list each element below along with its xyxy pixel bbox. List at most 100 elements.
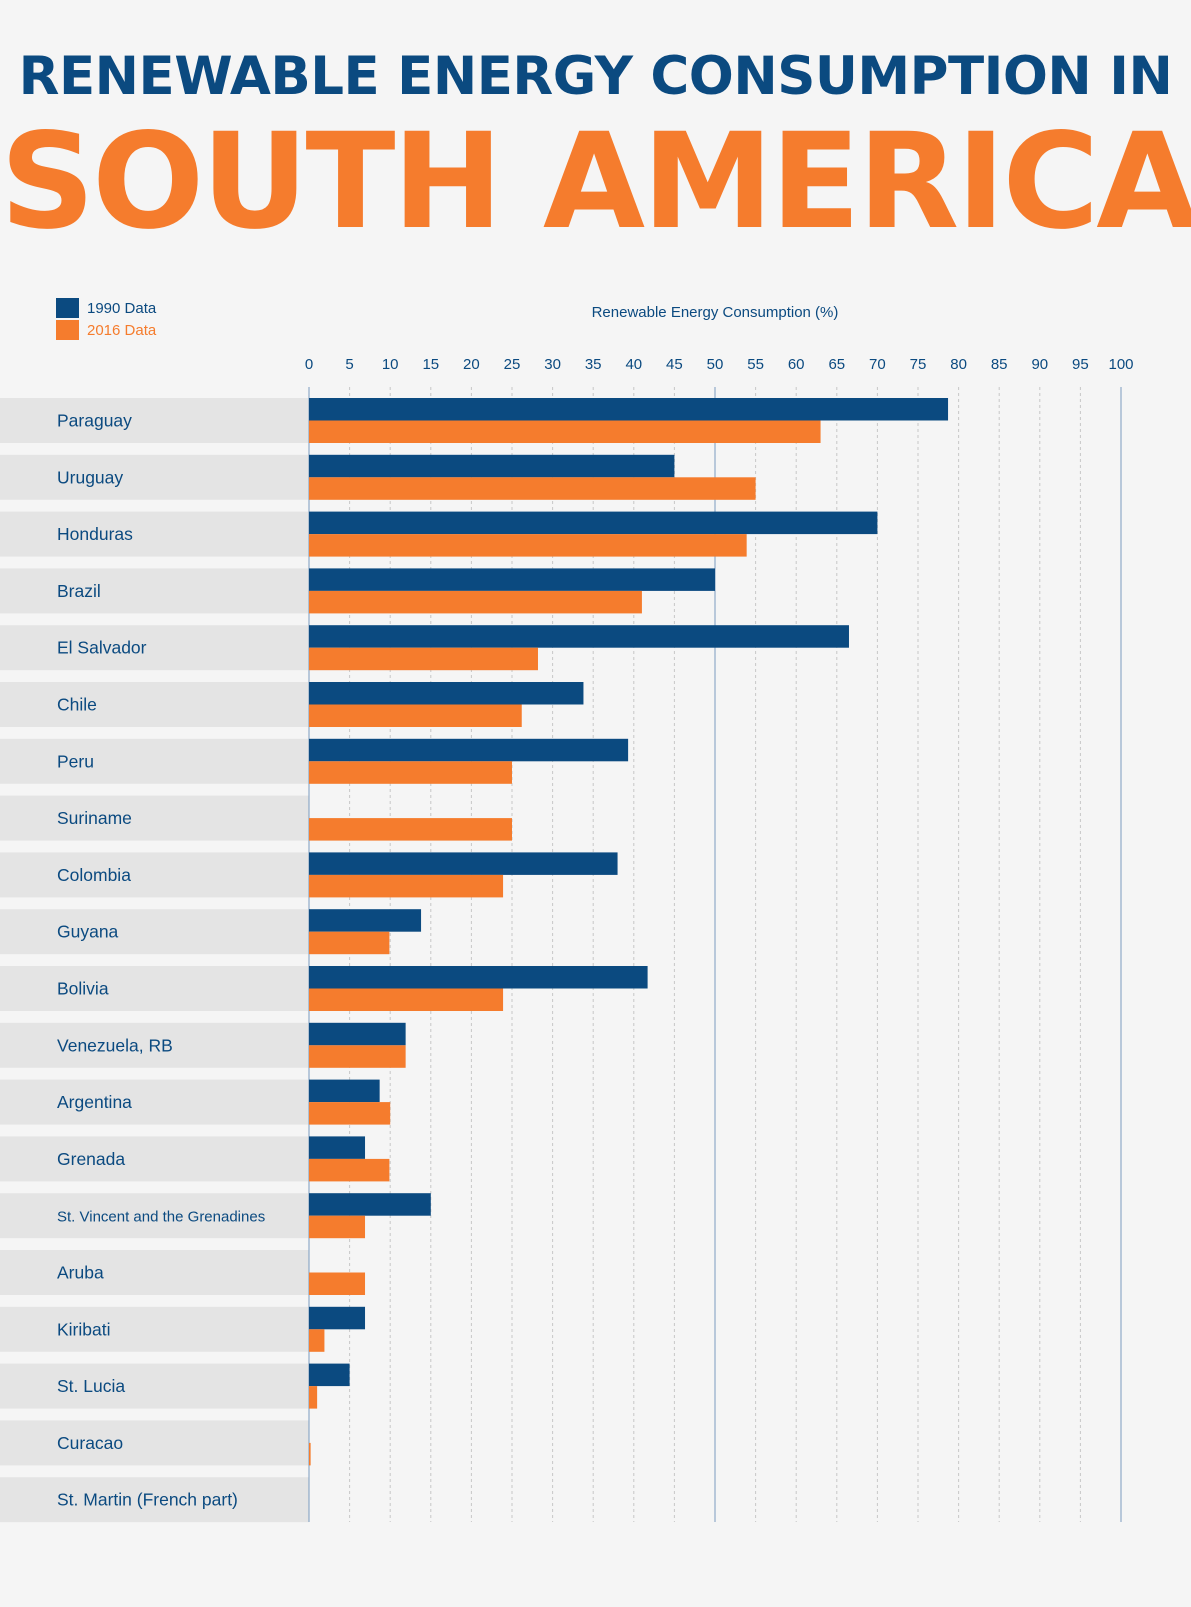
legend-item-1990: 1990 Data [56, 298, 156, 318]
bar-1990-grenada [309, 1136, 366, 1159]
row-band-brazil [0, 568, 309, 614]
category-label: Peru [57, 751, 94, 771]
category-label: Aruba [57, 1263, 104, 1283]
row-band-uruguay [0, 454, 309, 500]
bar-1990-brazil [309, 568, 715, 591]
row-band-chile [0, 682, 309, 727]
bar-2016-argentina [309, 1102, 391, 1125]
x-tick-label: 80 [950, 356, 967, 373]
title-line-1: RENEWABLE ENERGY CONSUMPTION IN [18, 46, 1173, 107]
bar-2016-peru [309, 761, 512, 784]
x-tick-label: 20 [463, 356, 480, 373]
category-label: St. Lucia [57, 1376, 125, 1396]
x-tick-label: 5 [345, 356, 353, 373]
category-label: Kiribati [57, 1319, 111, 1339]
x-tick-label: 70 [869, 356, 886, 373]
category-label: Curacao [57, 1433, 123, 1453]
legend-label-2016: 2016 Data [87, 321, 157, 339]
x-tick-label: 85 [991, 356, 1008, 373]
bar-1990-uruguay [309, 454, 675, 478]
row-band-suriname [0, 795, 309, 841]
bar-2016-curacao [309, 1442, 311, 1466]
x-tick-label: 75 [910, 356, 927, 373]
category-label: Paraguay [57, 411, 132, 431]
bar-2016-venezuela-rb [309, 1045, 406, 1068]
title-line-2: SOUTH AMERICA [0, 105, 1191, 259]
category-label: St. Vincent and the Grenadines [57, 1209, 265, 1226]
legend-item-2016: 2016 Data [56, 320, 156, 340]
bar-1990-bolivia [309, 966, 648, 989]
x-tick-label: 65 [828, 356, 845, 373]
row-band-colombia [0, 852, 309, 898]
bar-2016-el-salvador [309, 647, 538, 671]
bar-1990-chile [309, 682, 584, 705]
row-band-venezuela-rb [0, 1022, 309, 1068]
category-label: Colombia [57, 865, 131, 885]
legend-swatch-1990 [56, 298, 79, 318]
bar-2016-uruguay [309, 477, 756, 500]
bar-2016-st-vincent-and-the-grenadines [309, 1215, 366, 1239]
category-label: Bolivia [57, 979, 109, 999]
bar-2016-guyana [309, 931, 390, 955]
bar-2016-kiribati [309, 1329, 325, 1352]
bar-1990-paraguay [309, 398, 949, 421]
row-band-peru [0, 738, 309, 784]
row-band-st-martin-french-part- [0, 1477, 309, 1523]
row-band-bolivia [0, 966, 309, 1011]
bar-1990-argentina [309, 1079, 380, 1103]
category-label: Chile [57, 695, 97, 715]
row-band-grenada [0, 1136, 309, 1182]
bar-1990-st-vincent-and-the-grenadines [309, 1193, 431, 1216]
bar-2016-colombia [309, 874, 504, 898]
bar-2016-bolivia [309, 988, 504, 1011]
x-tick-label: 30 [544, 356, 561, 373]
legend-swatch-2016 [56, 320, 79, 340]
bar-2016-chile [309, 704, 522, 727]
bar-1990-guyana [309, 909, 422, 932]
row-band-aruba [0, 1250, 309, 1295]
x-tick-label: 35 [585, 356, 602, 373]
x-tick-label: 50 [707, 356, 724, 373]
bar-1990-peru [309, 738, 629, 762]
x-tick-label: 60 [788, 356, 805, 373]
x-tick-label: 55 [747, 356, 764, 373]
x-tick-label: 95 [1072, 356, 1089, 373]
x-tick-label: 0 [305, 356, 313, 373]
bar-1990-st-lucia [309, 1363, 350, 1387]
category-label: Argentina [57, 1092, 132, 1112]
row-band-argentina [0, 1079, 309, 1125]
bar-2016-paraguay [309, 420, 821, 443]
x-axis-title: Renewable Energy Consumption (%) [591, 304, 839, 321]
category-label: Uruguay [57, 467, 123, 487]
bar-1990-colombia [309, 852, 618, 875]
bar-1990-kiribati [309, 1306, 366, 1330]
bar-1990-el-salvador [309, 625, 849, 648]
bar-2016-grenada [309, 1158, 390, 1182]
category-label: Honduras [57, 524, 133, 544]
category-label: El Salvador [57, 638, 147, 658]
x-tick-label: 15 [422, 356, 439, 373]
row-band-honduras [0, 511, 309, 557]
bar-2016-suriname [309, 818, 512, 841]
category-label: Brazil [57, 581, 101, 601]
x-tick-label: 100 [1108, 356, 1133, 373]
x-tick-label: 40 [625, 356, 642, 373]
category-label: Guyana [57, 922, 119, 942]
category-label: Suriname [57, 808, 132, 828]
x-tick-label: 90 [1031, 356, 1048, 373]
row-band-curacao [0, 1420, 309, 1466]
x-tick-label: 45 [666, 356, 683, 373]
bar-1990-venezuela-rb [309, 1022, 406, 1046]
x-tick-label: 25 [504, 356, 521, 373]
bar-2016-st-lucia [309, 1386, 318, 1409]
row-band-kiribati [0, 1306, 309, 1352]
bar-2016-aruba [309, 1272, 366, 1295]
row-band-st-lucia [0, 1363, 309, 1409]
category-label: Venezuela, RB [57, 1035, 173, 1055]
bar-2016-honduras [309, 534, 747, 557]
row-band-el-salvador [0, 625, 309, 671]
category-label: St. Martin (French part) [57, 1490, 238, 1510]
row-band-paraguay [0, 398, 309, 443]
row-band-guyana [0, 909, 309, 955]
